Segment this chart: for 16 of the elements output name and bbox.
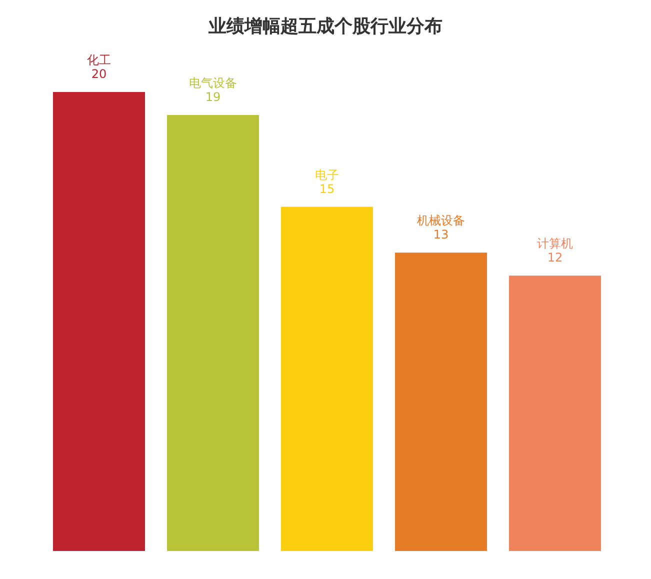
data-label: 19 xyxy=(205,90,221,104)
x-tick-label: 电气设备 xyxy=(189,76,237,90)
x-tick-label: 机械设备 xyxy=(417,214,465,228)
bar xyxy=(395,252,487,551)
bar xyxy=(53,92,145,551)
data-label: 15 xyxy=(319,182,335,196)
bar xyxy=(509,276,601,551)
data-label: 13 xyxy=(433,228,449,242)
data-label: 20 xyxy=(91,67,107,81)
x-tick-label: 计算机 xyxy=(537,236,573,251)
chart-title: 业绩增幅超五成个股行业分布 xyxy=(208,15,444,38)
bar xyxy=(281,206,373,551)
x-tick-label: 电子 xyxy=(315,168,339,182)
bar xyxy=(167,114,259,551)
data-label: 12 xyxy=(547,250,563,265)
x-tick-label: 化工 xyxy=(87,53,111,67)
